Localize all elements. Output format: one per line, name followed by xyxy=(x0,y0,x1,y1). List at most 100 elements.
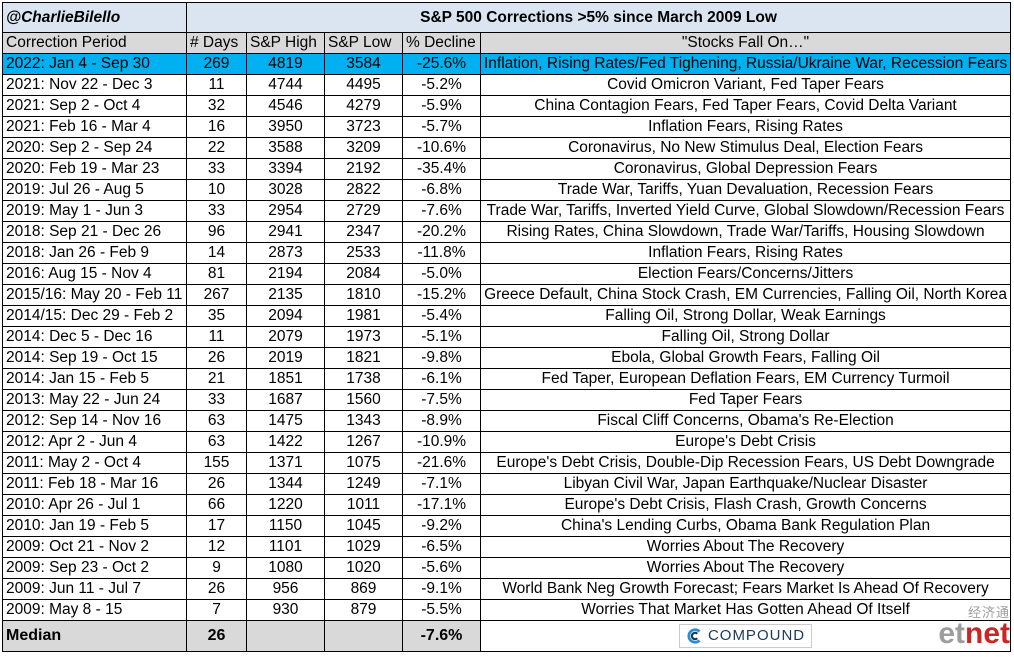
cell-period: 2019: Jul 26 - Aug 5 xyxy=(2,179,187,201)
cell-high: 1687 xyxy=(246,389,325,411)
cell-low: 1045 xyxy=(324,515,403,537)
table-row: 2020: Feb 19 - Mar 23 33 3394 2192 -35.4% Cor… xyxy=(2,158,1012,180)
cell-decline: -17.1% xyxy=(402,494,481,516)
cell-high: 930 xyxy=(246,599,325,621)
cell-decline: -10.6% xyxy=(402,137,481,159)
cell-decline: -9.8% xyxy=(402,347,481,369)
cell-days: 26 xyxy=(186,347,247,369)
cell-high: 4819 xyxy=(246,53,325,75)
cell-low: 879 xyxy=(324,599,403,621)
cell-period: 2009: Jun 11 - Jul 7 xyxy=(2,578,187,600)
cell-high: 956 xyxy=(246,578,325,600)
cell-decline: -25.6% xyxy=(402,53,481,75)
cell-decline: -21.6% xyxy=(402,452,481,474)
cell-decline: -7.6% xyxy=(402,200,481,222)
table-row: 2021: Feb 16 - Mar 4 16 3950 3723 -5.7% Infla… xyxy=(2,116,1012,138)
cell-high: 3028 xyxy=(246,179,325,201)
median-decline: -7.6% xyxy=(402,620,481,652)
cell-low: 1011 xyxy=(324,494,403,516)
table-row: 2014: Jan 15 - Feb 5 21 1851 1738 -6.1% Fed T… xyxy=(2,368,1012,390)
cell-days: 26 xyxy=(186,473,247,495)
median-low-empty xyxy=(324,620,403,652)
watermark-chinese-text: 经济通 xyxy=(967,605,1010,620)
cell-period: 2012: Sep 14 - Nov 16 xyxy=(2,410,187,432)
median-label: Median xyxy=(2,620,187,652)
table-row: 2014: Dec 5 - Dec 16 11 2079 1973 -5.1% Falli… xyxy=(2,326,1012,348)
cell-low: 1075 xyxy=(324,452,403,474)
cell-reason: Europe's Debt Crisis xyxy=(479,431,1012,453)
cell-reason: Europe's Debt Crisis, Flash Crash, Growt… xyxy=(479,494,1012,516)
cell-low: 4495 xyxy=(324,74,403,96)
cell-low: 1020 xyxy=(324,557,403,579)
column-header-reason: "Stocks Fall On…" xyxy=(479,32,1012,54)
cell-decline: -6.1% xyxy=(402,368,481,390)
cell-days: 63 xyxy=(186,431,247,453)
cell-days: 267 xyxy=(186,284,247,306)
cell-high: 3394 xyxy=(246,158,325,180)
cell-reason: Worries That Market Has Gotten Ahead Of … xyxy=(479,599,1012,621)
cell-decline: -5.1% xyxy=(402,326,481,348)
cell-high: 1150 xyxy=(246,515,325,537)
cell-period: 2013: May 22 - Jun 24 xyxy=(2,389,187,411)
cell-reason: Worries About The Recovery xyxy=(479,557,1012,579)
cell-low: 1343 xyxy=(324,410,403,432)
cell-days: 33 xyxy=(186,200,247,222)
cell-decline: -7.1% xyxy=(402,473,481,495)
table-row: 2020: Sep 2 - Sep 24 22 3588 3209 -10.6% Coro… xyxy=(2,137,1012,159)
cell-days: 11 xyxy=(186,74,247,96)
cell-low: 1249 xyxy=(324,473,403,495)
cell-decline: -5.4% xyxy=(402,305,481,327)
cell-days: 21 xyxy=(186,368,247,390)
cell-decline: -10.9% xyxy=(402,431,481,453)
median-high-empty xyxy=(246,620,325,652)
cell-decline: -35.4% xyxy=(402,158,481,180)
cell-reason: Inflation Fears, Rising Rates xyxy=(479,116,1012,138)
table-row: 2009: May 8 - 15 7 930 879 -5.5% Worries That… xyxy=(2,599,1012,621)
cell-period: 2014: Sep 19 - Oct 15 xyxy=(2,347,187,369)
watermark-brand-right: net xyxy=(965,617,1010,650)
cell-period: 2020: Sep 2 - Sep 24 xyxy=(2,137,187,159)
cell-period: 2014: Jan 15 - Feb 5 xyxy=(2,368,187,390)
table-row: 2021: Sep 2 - Oct 4 32 4546 4279 -5.9% China … xyxy=(2,95,1012,117)
cell-reason: Falling Oil, Strong Dollar, Weak Earning… xyxy=(479,305,1012,327)
cell-period: 2020: Feb 19 - Mar 23 xyxy=(2,158,187,180)
cell-high: 1080 xyxy=(246,557,325,579)
cell-period: 2019: May 1 - Jun 3 xyxy=(2,200,187,222)
cell-period: 2014/15: Dec 29 - Feb 2 xyxy=(2,305,187,327)
cell-low: 2347 xyxy=(324,221,403,243)
cell-high: 1371 xyxy=(246,452,325,474)
cell-days: 14 xyxy=(186,242,247,264)
cell-low: 1560 xyxy=(324,389,403,411)
cell-high: 4546 xyxy=(246,95,325,117)
cell-low: 869 xyxy=(324,578,403,600)
cell-decline: -15.2% xyxy=(402,284,481,306)
cell-high: 4744 xyxy=(246,74,325,96)
cell-high: 1344 xyxy=(246,473,325,495)
watermark-brand: etnet xyxy=(938,619,1010,649)
cell-reason: World Bank Neg Growth Forecast; Fears Ma… xyxy=(479,578,1012,600)
cell-decline: -6.5% xyxy=(402,536,481,558)
median-days: 26 xyxy=(186,620,247,652)
cell-high: 2941 xyxy=(246,221,325,243)
cell-high: 3950 xyxy=(246,116,325,138)
column-header-high: S&P High xyxy=(246,32,325,54)
table-row: 2012: Apr 2 - Jun 4 63 1422 1267 -10.9% Europ… xyxy=(2,431,1012,453)
table-row: 2019: May 1 - Jun 3 33 2954 2729 -7.6% Trade … xyxy=(2,200,1012,222)
cell-period: 2011: May 2 - Oct 4 xyxy=(2,452,187,474)
logo-cell: COMPOUND xyxy=(479,620,1012,652)
column-header-decline: % Decline xyxy=(402,32,481,54)
table-row: 2019: Jul 26 - Aug 5 10 3028 2822 -6.8% Trade… xyxy=(2,179,1012,201)
table-row: 2018: Jan 26 - Feb 9 14 2873 2533 -11.8% Infl… xyxy=(2,242,1012,264)
cell-days: 66 xyxy=(186,494,247,516)
cell-low: 2084 xyxy=(324,263,403,285)
cell-reason: Inflation Fears, Rising Rates xyxy=(479,242,1012,264)
cell-reason: Coronavirus, Global Depression Fears xyxy=(479,158,1012,180)
cell-high: 1101 xyxy=(246,536,325,558)
table-row: 2014/15: Dec 29 - Feb 2 35 2094 1981 -5.4% Fa… xyxy=(2,305,1012,327)
cell-high: 2194 xyxy=(246,263,325,285)
cell-days: 26 xyxy=(186,578,247,600)
cell-period: 2009: Sep 23 - Oct 2 xyxy=(2,557,187,579)
cell-reason: Falling Oil, Strong Dollar xyxy=(479,326,1012,348)
table-row: 2015/16: May 20 - Feb 11 267 2135 1810 -15.2… xyxy=(2,284,1012,306)
